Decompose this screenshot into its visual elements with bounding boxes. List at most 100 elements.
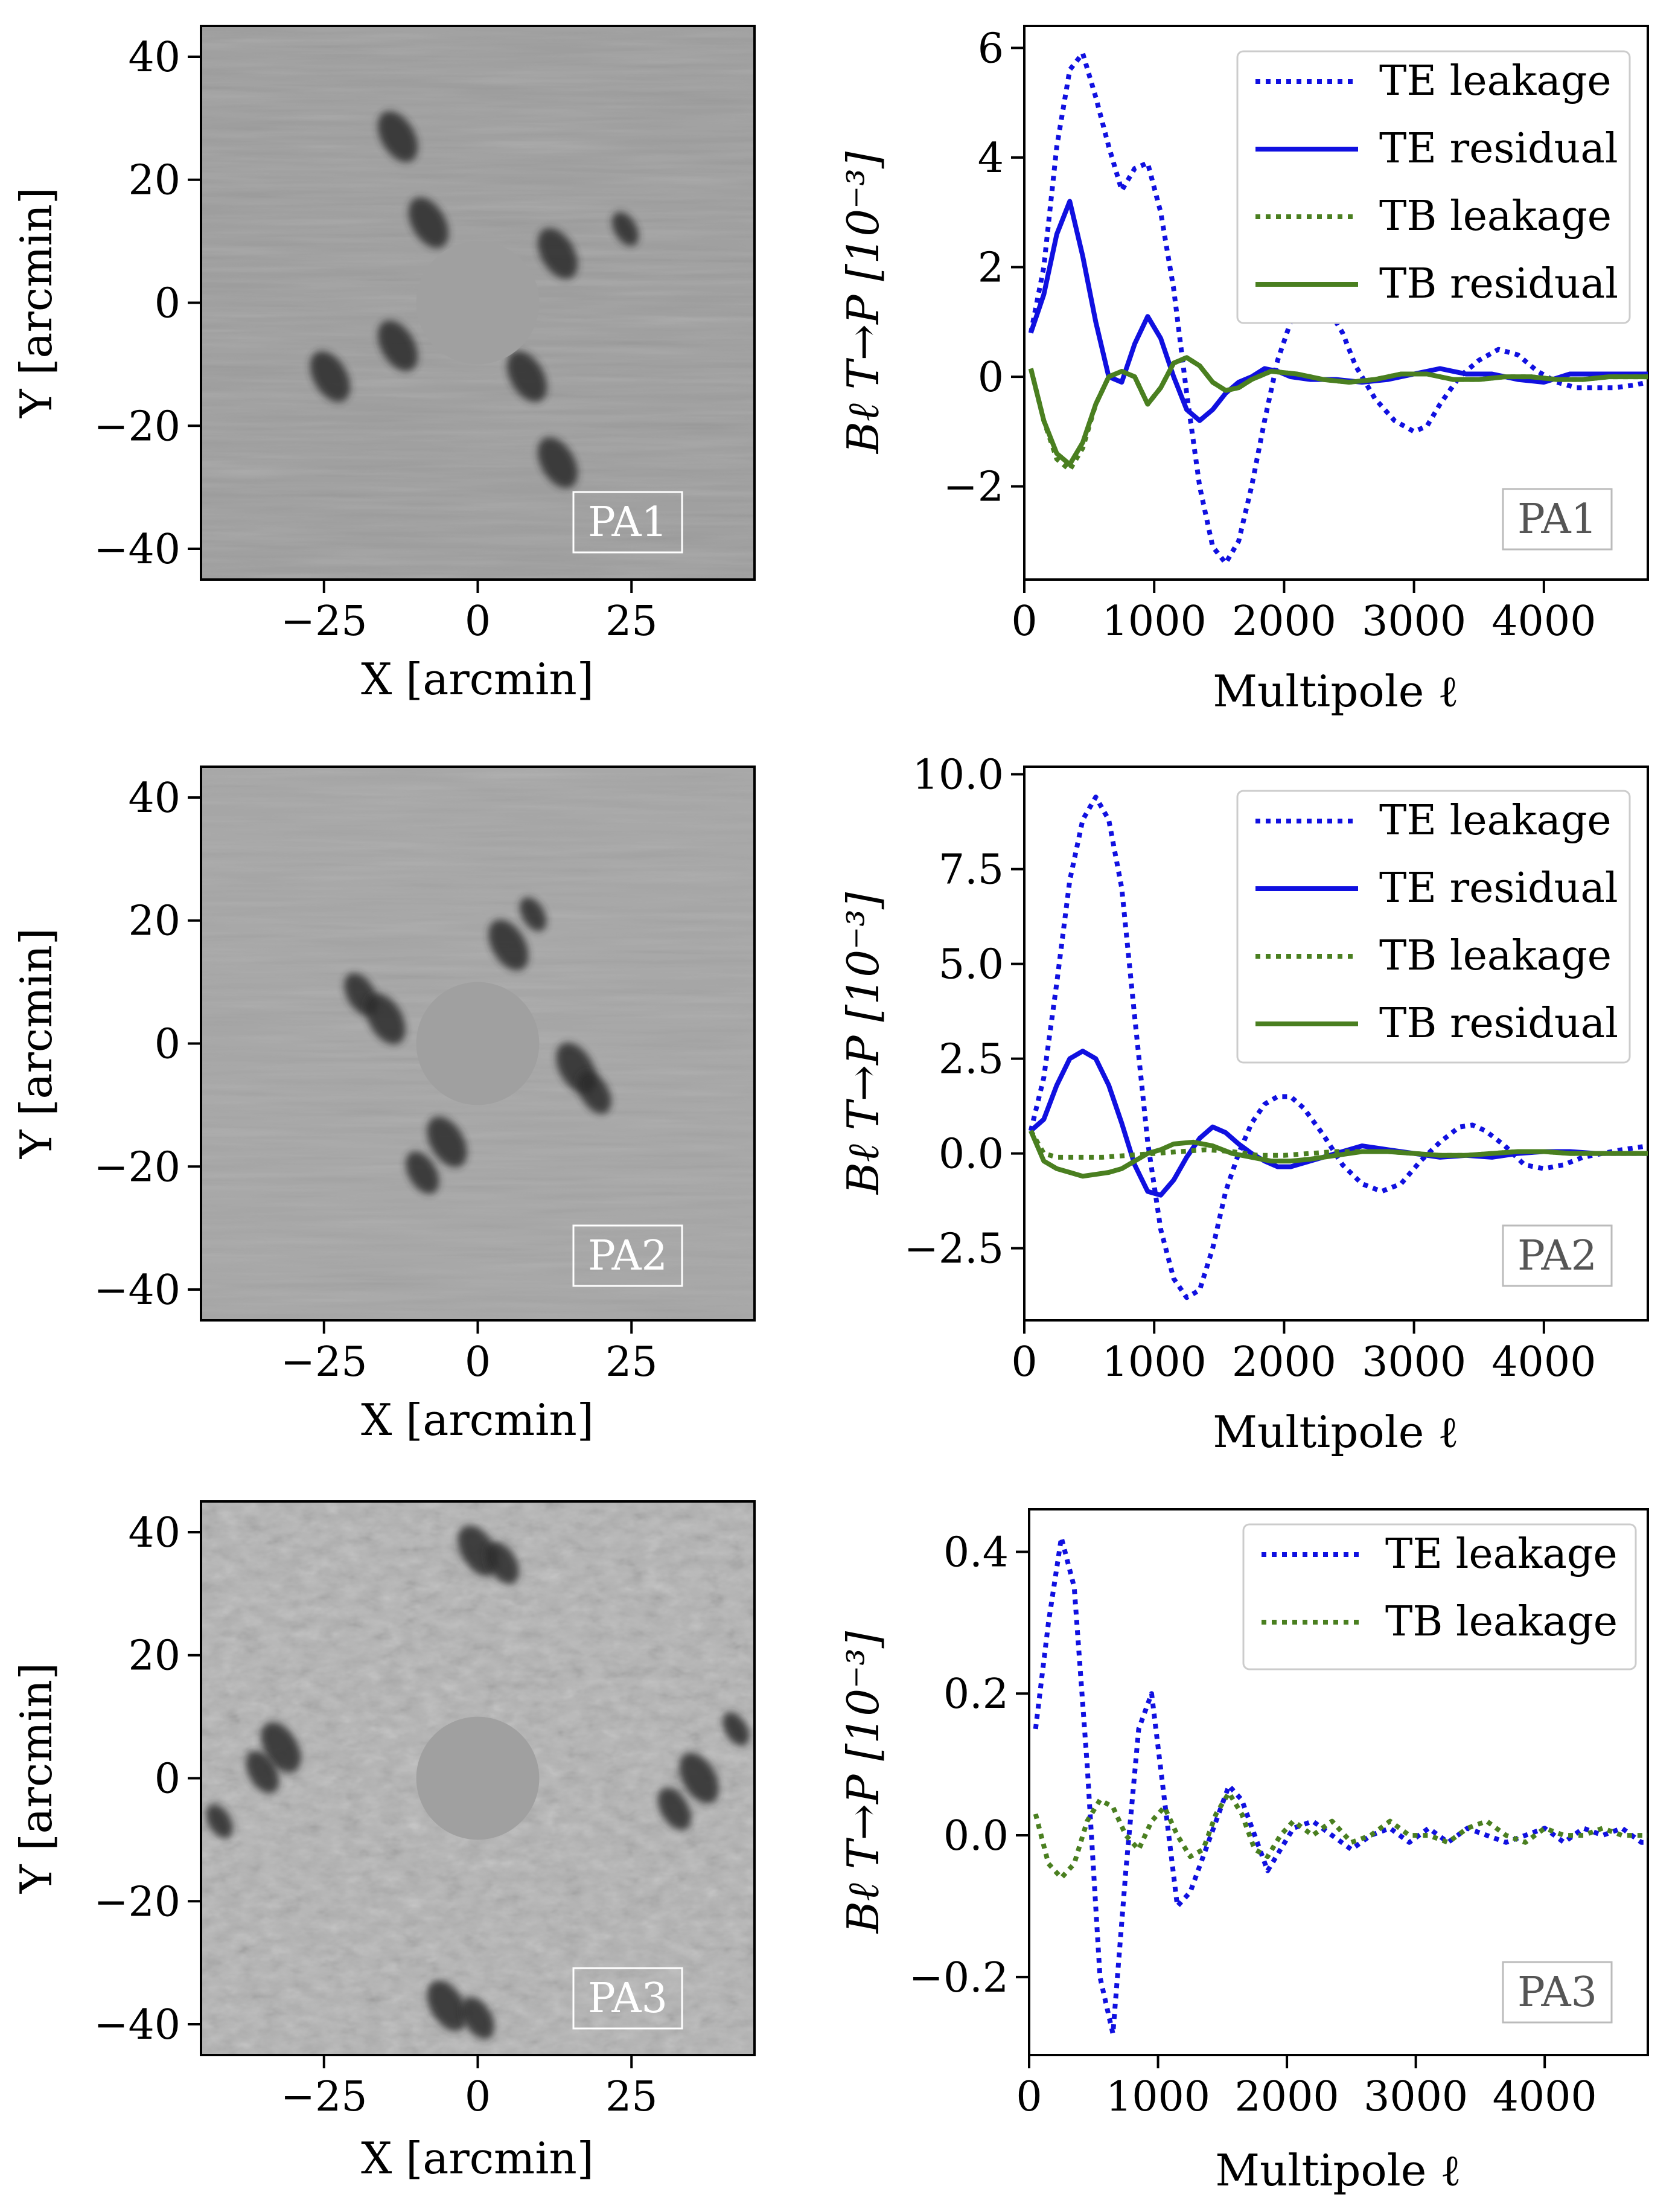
spec-pa2-ylabel-text: Bℓ T→P [10⁻³] — [838, 892, 888, 1195]
spec-pa2-xtick-label: 3000 — [1362, 1338, 1466, 1386]
spec-pa1-legend-label: TE residual — [1379, 125, 1618, 173]
spec-pa2-y-axis-label: Bℓ T→P [10⁻³] — [838, 892, 888, 1195]
spec-pa2-legend-label: TE residual — [1379, 865, 1618, 912]
spec-pa2-xtick-label: 2000 — [1232, 1338, 1336, 1386]
map-pa3-ytick-label: −40 — [94, 2001, 180, 2049]
map-pa1-ytick-label: 40 — [128, 34, 180, 82]
panel-spectrum-pa1: 0 1000 2000 3000 4000 −2 0 2 4 6 Multipole ℓ Bℓ … — [838, 25, 1649, 717]
map-pa1-sources — [310, 111, 639, 488]
panel-map-pa2: −25 0 25 −40 −20 0 20 40 X [arcmin] Y [arcmin]… — [11, 766, 756, 1445]
map-pa1-source-blob — [377, 320, 418, 371]
map-pa3-y-axis-label: Y [arcmin] — [11, 1663, 62, 1894]
panel-spectrum-pa2: 0 1000 2000 3000 4000 −2.5 0.0 2.5 5.0 7.5 10.0 M… — [838, 752, 1649, 1457]
spec-pa2-ytick-label: 10.0 — [913, 752, 1004, 799]
spec-pa3-tag: PA3 — [1517, 1969, 1597, 2016]
spec-pa3-ylabel-text: Bℓ T→P [10⁻³] — [838, 1631, 888, 1934]
map-pa1-xtick-label: 0 — [465, 598, 491, 645]
spec-pa2-ytick-label: 7.5 — [939, 846, 1004, 894]
spec-pa1-y-axis-label: Bℓ T→P [10⁻³] — [838, 151, 888, 455]
map-pa3-source-blob — [461, 1996, 495, 2039]
spec-pa2-xtick-label: 4000 — [1491, 1338, 1596, 1386]
spec-pa2-y-ticks: −2.5 0.0 2.5 5.0 7.5 10.0 — [904, 752, 1024, 1273]
spec-pa2-ytick-label: 2.5 — [939, 1036, 1004, 1084]
spec-pa3-x-axis-label: Multipole ℓ — [1215, 2145, 1461, 2196]
map-pa2-source-blob — [520, 897, 547, 932]
spec-pa3-legend-label: TE leakage — [1385, 1530, 1618, 1578]
spec-pa1-legend-label: TE leakage — [1379, 57, 1612, 105]
map-pa3-ytick-label: 40 — [128, 1509, 180, 1557]
spec-pa1-x-axis-label: Multipole ℓ — [1213, 666, 1459, 717]
spec-pa3-ytick-label: 0.2 — [943, 1670, 1009, 1718]
map-pa2-tag-box: PA2 — [572, 1224, 683, 1287]
map-pa2-center-mask — [416, 982, 540, 1105]
map-pa1-ytick-label: −20 — [94, 403, 180, 450]
spec-pa1-ytick-label: 2 — [978, 244, 1004, 292]
spec-pa1-xtick-label: 2000 — [1232, 598, 1336, 645]
spec-pa3-xtick-label: 3000 — [1364, 2073, 1468, 2121]
map-pa1-tag-box: PA1 — [572, 491, 683, 554]
map-pa2-ytick-label: 0 — [155, 1021, 180, 1069]
spec-pa3-xtick-label: 4000 — [1493, 2073, 1597, 2121]
map-pa3-ytick-label: −20 — [94, 1878, 180, 1926]
spec-pa2-series-tb-residual — [1029, 1130, 1648, 1179]
map-pa2-sources — [344, 897, 611, 1194]
spec-pa1-xtick-label: 0 — [1011, 598, 1037, 645]
map-pa3-ytick-label: 0 — [155, 1756, 180, 1803]
map-pa1-tag: PA1 — [588, 499, 668, 546]
map-pa3-source-blob — [246, 1751, 279, 1794]
map-pa2-x-axis-label: X [arcmin] — [361, 1395, 594, 1445]
spec-pa1-ytick-label: 4 — [978, 135, 1004, 182]
spec-pa3-ytick-label: −0.2 — [909, 1954, 1009, 2002]
spec-pa3-ytick-label: 0.0 — [943, 1812, 1009, 1860]
spec-pa3-tag-box: PA3 — [1502, 1961, 1613, 2024]
map-pa3-xtick-label: −25 — [281, 2073, 368, 2121]
spec-pa3-y-ticks: −0.2 0.0 0.2 0.4 — [909, 1529, 1029, 2002]
spec-pa2-series — [1028, 794, 1648, 1300]
spec-pa3-legend-label: TB leakage — [1385, 1598, 1618, 1646]
spec-pa3-xtick-label: 2000 — [1235, 2073, 1339, 2121]
map-pa1-x-ticks: −25 0 25 — [281, 580, 657, 645]
spec-pa2-legend-label: TB leakage — [1379, 932, 1612, 980]
map-pa2-tag: PA2 — [588, 1232, 668, 1280]
map-pa3-x-ticks: −25 0 25 — [281, 2055, 657, 2121]
map-pa3-source-blob — [723, 1712, 750, 1747]
spec-pa3-y-axis-label: Bℓ T→P [10⁻³] — [838, 1631, 888, 1934]
map-pa2-ytick-label: −40 — [94, 1267, 180, 1314]
spec-pa3-legend: TE leakage TB leakage — [1242, 1523, 1637, 1670]
map-pa1-y-ticks: −40 −20 0 20 40 — [94, 34, 201, 574]
map-pa3-center-mask — [416, 1716, 540, 1840]
map-pa1-y-axis-label: Y [arcmin] — [11, 187, 62, 418]
map-pa2-source-blob — [427, 1116, 467, 1168]
map-pa2-xtick-label: 0 — [465, 1338, 491, 1386]
spec-pa3-ytick-label: 0.4 — [943, 1529, 1009, 1576]
map-pa3-x-axis-label: X [arcmin] — [361, 2133, 594, 2184]
spec-pa2-tag: PA2 — [1517, 1232, 1597, 1280]
spec-pa3-x-ticks: 0 1000 2000 3000 4000 — [1016, 2055, 1597, 2121]
spec-pa1-tag: PA1 — [1517, 496, 1597, 543]
spec-pa3-series — [1033, 1535, 1648, 2036]
map-pa3-source-blob — [485, 1541, 519, 1584]
map-pa3-xtick-label: 25 — [605, 2073, 658, 2121]
map-pa2-x-ticks: −25 0 25 — [281, 1320, 657, 1386]
map-pa2-xtick-label: 25 — [605, 1338, 658, 1386]
map-pa2-source-blob — [406, 1151, 439, 1194]
map-pa1-source-blob — [506, 351, 547, 402]
map-pa1-ytick-label: 0 — [155, 280, 180, 328]
map-pa1-xtick-label: −25 — [281, 598, 368, 645]
spec-pa1-ytick-label: −2 — [943, 464, 1004, 511]
spec-pa3-series-te-leakage — [1033, 1535, 1648, 2036]
map-pa3-y-ticks: −40 −20 0 20 40 — [94, 1509, 201, 2049]
map-pa2-source-blob — [365, 993, 406, 1044]
spec-pa1-xtick-label: 3000 — [1362, 598, 1466, 645]
spec-pa2-xtick-label: 1000 — [1102, 1338, 1207, 1386]
spec-pa3-xtick-label: 1000 — [1106, 2073, 1210, 2121]
spec-pa2-ytick-label: 0.0 — [939, 1131, 1004, 1178]
spec-pa3-series-tb-leakage — [1033, 1790, 1648, 1881]
map-pa2-ytick-label: 40 — [128, 775, 180, 822]
map-pa1-xtick-label: 25 — [605, 598, 658, 645]
spec-pa1-ytick-label: 0 — [978, 354, 1004, 401]
spec-pa1-ytick-label: 6 — [978, 25, 1004, 72]
map-pa3-ytick-label: 20 — [128, 1632, 180, 1680]
map-pa1-source-blob — [611, 212, 639, 246]
